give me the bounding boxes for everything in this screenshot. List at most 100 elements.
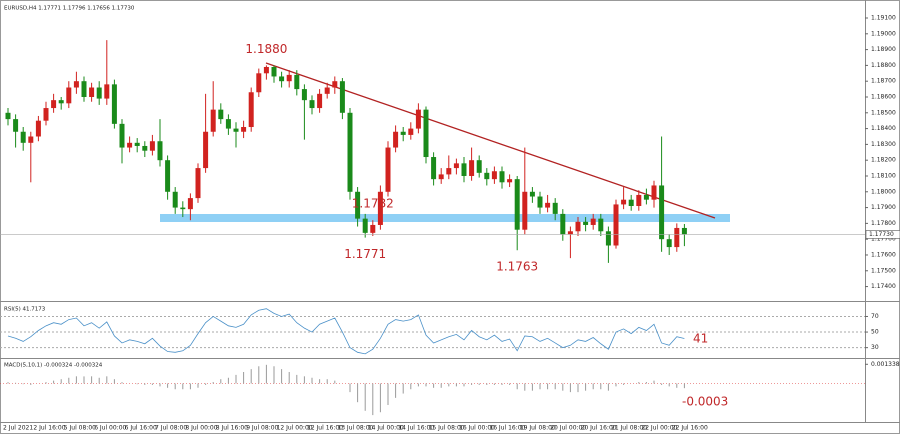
y-tick-label: 1.18400 [871, 125, 896, 132]
x-tick-label: 2 Jul 2021 [3, 425, 33, 432]
last-price-box [865, 230, 900, 239]
x-tick-label: 8 Jul 16:00 [216, 425, 248, 432]
candle-body [271, 66, 277, 77]
last-price-label: 1.17730 [869, 231, 894, 238]
y-tick-label: 1.18700 [871, 78, 896, 85]
candle-body [218, 109, 224, 120]
value-annotation: 41 [693, 332, 708, 346]
candle-body [499, 171, 505, 183]
support-zone [160, 214, 730, 222]
candle-body [347, 112, 353, 192]
x-tick-label: 14 Jul 00:00 [368, 425, 404, 432]
candle-body [134, 142, 140, 146]
x-tick-label: 22 Jul 16:00 [672, 425, 708, 432]
candle-body [233, 128, 239, 132]
candle-body [522, 191, 528, 230]
candle-body [674, 227, 680, 248]
price-annotation: 1.1880 [245, 42, 287, 56]
candle-body [491, 171, 497, 180]
candle-body [507, 179, 513, 183]
candle-body [195, 168, 201, 199]
x-tick-label: 14 Jul 16:00 [398, 425, 434, 432]
candle-body [248, 92, 254, 128]
candle-body [339, 81, 345, 113]
candle-body [415, 109, 421, 129]
candle-body [28, 136, 34, 143]
y-tick-label: 1.18300 [871, 141, 896, 148]
candle-body [529, 191, 535, 197]
candle-body [256, 73, 262, 93]
candle-body [43, 108, 49, 121]
panel-title: RSI(5) 41.7173 [4, 307, 46, 313]
y-tick-label: 1.19100 [871, 15, 896, 22]
y-tick-label: 1.17500 [871, 267, 896, 274]
candle-body [5, 112, 11, 120]
candle-body [484, 172, 490, 180]
candle-body [469, 160, 475, 176]
candle-body [332, 81, 338, 88]
rsi-line [7, 308, 685, 355]
candle-body [96, 87, 102, 99]
price-annotation: 1.1782 [352, 197, 394, 211]
panel-title: MACD(5,10,1) -0.000324 -0.000324 [4, 363, 103, 369]
candle-body [51, 100, 57, 109]
candle-body [203, 131, 209, 169]
candle-body [438, 174, 444, 180]
x-tick-label: 9 Jul 08:00 [246, 425, 278, 432]
candle-body [225, 119, 231, 129]
candle-body [552, 202, 558, 214]
candle-body [66, 87, 72, 104]
candle-body [651, 185, 657, 200]
candle-body [119, 123, 125, 148]
candle-body [89, 87, 95, 97]
candle-body [127, 142, 133, 148]
candle-body [537, 196, 543, 208]
candle-body [393, 131, 399, 148]
candle-body [590, 218, 596, 225]
candle-body [324, 87, 330, 94]
x-tick-label: 21 Jul 08:00 [611, 425, 647, 432]
candle-body [636, 194, 642, 207]
candle-body [317, 93, 323, 109]
x-tick-label: 16 Jul 00:00 [459, 425, 495, 432]
candle-body [142, 145, 148, 151]
x-tick-label: 13 Jul 08:00 [337, 425, 373, 432]
x-tick-label: 12 Jul 16:00 [307, 425, 343, 432]
candle-body [659, 185, 665, 240]
candle-body [58, 100, 64, 104]
candle-body [567, 231, 573, 235]
candle-body [165, 160, 171, 192]
price-annotation: 1.1771 [344, 247, 386, 261]
candle-body [385, 147, 391, 192]
x-tick-label: 15 Jul 08:00 [429, 425, 465, 432]
candle-body [172, 191, 178, 208]
candle-body [149, 141, 155, 151]
candle-body [111, 84, 117, 124]
candle-body [643, 194, 649, 200]
x-tick-label: 7 Jul 08:00 [155, 425, 187, 432]
y-tick-label: 30 [871, 344, 879, 351]
candle-body [210, 109, 216, 132]
candle-body [20, 131, 26, 143]
candle-body [621, 199, 627, 205]
x-tick-label: 6 Jul 00:00 [94, 425, 126, 432]
price-annotation: 1.1763 [496, 260, 538, 274]
y-tick-label: 1.18900 [871, 46, 896, 53]
y-tick-label: 1.18800 [871, 62, 896, 69]
candle-body [461, 163, 467, 176]
x-tick-label: 8 Jul 00:00 [185, 425, 217, 432]
candle-body [370, 224, 376, 233]
x-tick-label: 12 Jul 00:00 [277, 425, 313, 432]
candle-body [681, 227, 687, 235]
candle-body [187, 198, 193, 210]
candle-body [286, 74, 292, 82]
candle-body [180, 207, 186, 210]
candle-body [514, 179, 520, 230]
y-tick-label: 50 [871, 329, 879, 336]
y-tick-label: 1.18200 [871, 157, 896, 164]
candle-body [157, 141, 163, 161]
candle-body [294, 74, 300, 90]
value-annotation: -0.0003 [682, 394, 728, 408]
candle-body [583, 221, 589, 225]
